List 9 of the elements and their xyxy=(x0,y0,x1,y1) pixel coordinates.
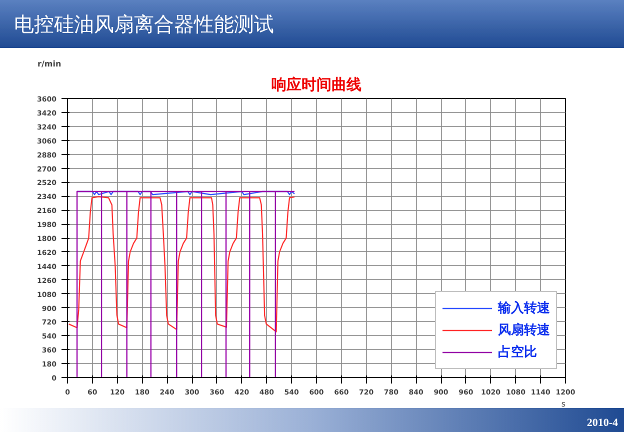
line-series xyxy=(68,196,296,332)
legend-label: 占空比 xyxy=(498,344,537,361)
legend-label: 输入转速 xyxy=(498,300,550,317)
x-axis-title: s xyxy=(561,400,566,408)
legend-label: 风扇转速 xyxy=(498,322,550,339)
y-axis-title: r/min xyxy=(38,60,62,68)
chart-title: 电控硅油风扇离合器性能测试 xyxy=(14,11,274,38)
text: 2010-4 xyxy=(586,416,618,431)
chart-subtitle: 响应时间曲线 xyxy=(272,76,362,94)
